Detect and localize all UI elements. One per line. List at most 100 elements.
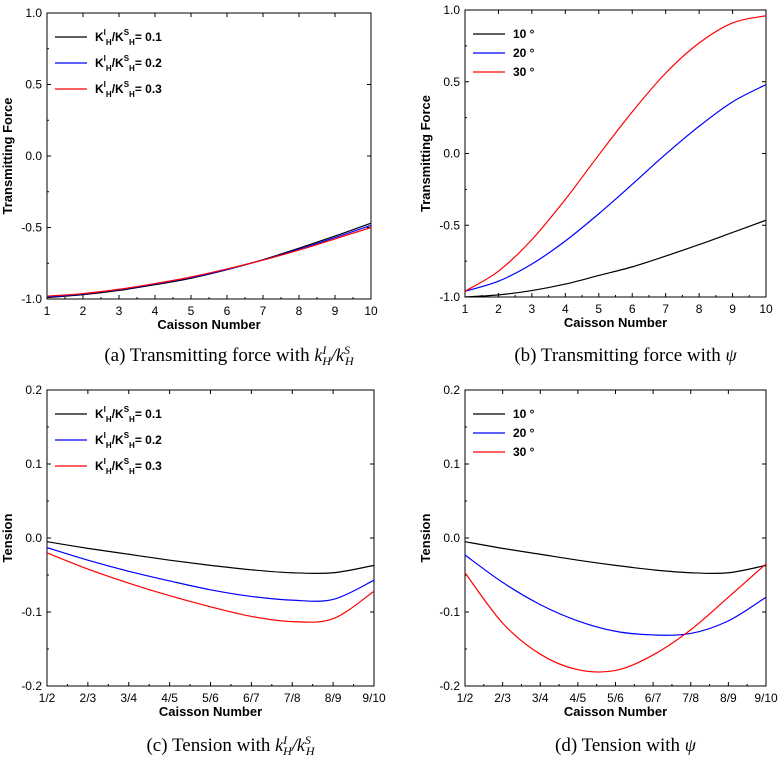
x-tick-label: 1	[44, 304, 51, 318]
y-tick-label: -0.1	[21, 605, 42, 619]
x-tick-label: 9	[332, 304, 339, 318]
x-tick-label: 6/7	[645, 691, 662, 705]
subplot-caption: (a) Transmitting force with kI H/kS H	[104, 343, 355, 368]
caption-math: ψ	[725, 345, 737, 365]
legend-label: KIH/KSH= 0.1	[95, 405, 162, 424]
caption-math: ψ	[685, 735, 697, 755]
caption-math: kI H/kS H	[314, 343, 355, 368]
legend-label: KIH/KSH= 0.2	[95, 431, 162, 450]
x-tick-label: 5	[188, 304, 195, 318]
x-tick-label: 6	[629, 302, 636, 316]
x-tick-label: 3	[116, 304, 123, 318]
y-axis-label: Transmitting Force	[0, 97, 15, 214]
x-tick-label: 8	[296, 304, 303, 318]
chart-panel-c: 1/2 2/3 3/4 4/5 5/6 6/7 7/8 8/9 9/10 -0.2 -0.1 0.0 0…	[0, 383, 386, 758]
y-tick-label: -1.0	[21, 292, 42, 306]
y-tick-label: 0.0	[443, 147, 460, 161]
subplot-caption: (b) Transmitting force with ψ	[514, 345, 737, 366]
series-line-1	[46, 547, 375, 602]
x-axis-label: Caisson Number	[564, 315, 667, 330]
series-line-0	[464, 541, 767, 575]
x-tick-label: 9/10	[754, 691, 778, 705]
plot-frame	[464, 389, 767, 687]
x-tick-label: 4/5	[570, 691, 587, 705]
x-tick-label: 9	[729, 302, 736, 316]
x-tick-label: 7	[260, 304, 267, 318]
x-tick-label: 7/8	[682, 691, 699, 705]
x-tick-label: 5/6	[607, 691, 624, 705]
y-tick-label: -0.5	[439, 218, 460, 232]
y-tick-label: -0.5	[21, 221, 42, 235]
series-line-2	[464, 563, 767, 673]
legend-label: KIH/KSH= 0.3	[95, 80, 162, 99]
series-line-2	[46, 226, 372, 297]
y-axis-label: Transmitting Force	[418, 95, 433, 212]
legend-label: 30 °	[513, 65, 535, 79]
x-tick-label: 8	[696, 302, 703, 316]
legend-label: 30 °	[513, 445, 535, 459]
x-tick-label: 1/2	[457, 691, 474, 705]
series-line-0	[46, 222, 372, 299]
x-tick-label: 3/4	[120, 691, 137, 705]
series-line-0	[464, 219, 767, 298]
y-tick-label: 0.0	[25, 531, 42, 545]
chart-panel-b: 1 2 3 4 5 6 7 8 9 10 -1.0 -0.5 0.0 0.5 1.0 Caisson Numb…	[418, 3, 773, 366]
series-line-0	[46, 541, 375, 575]
y-tick-label: 0.1	[25, 457, 42, 471]
y-tick-label: -0.1	[439, 605, 460, 619]
x-tick-label: 2	[80, 304, 87, 318]
x-tick-label: 8/9	[325, 691, 342, 705]
y-tick-label: 0.0	[25, 149, 42, 163]
subplot-caption: (d) Tension with ψ	[555, 735, 697, 756]
legend-label: 20 °	[513, 426, 535, 440]
x-tick-label: 4	[562, 302, 569, 316]
x-tick-label: 2/3	[80, 691, 97, 705]
chart-panel-d: 1/2 2/3 3/4 4/5 5/6 6/7 7/8 8/9 9/10 -0.2 -0.1 0.0 0…	[418, 383, 778, 756]
y-tick-label: 1.0	[443, 3, 460, 17]
caption-math: kI H/kS H	[275, 733, 316, 758]
legend-label: 10 °	[513, 407, 535, 421]
y-axis-label: Tension	[0, 514, 15, 563]
y-tick-label: 0.5	[443, 75, 460, 89]
x-tick-label: 3	[529, 302, 536, 316]
x-tick-label: 5	[595, 302, 602, 316]
legend-label: KIH/KSH= 0.1	[95, 28, 162, 47]
subplot-caption: (c) Tension with kI H/kS H	[146, 733, 315, 758]
y-tick-label: 1.0	[25, 6, 42, 20]
y-tick-label: -1.0	[439, 290, 460, 304]
plot-frame	[464, 9, 767, 298]
legend: KIH/KSH= 0.1 KIH/KSH= 0.2 KIH/KSH= 0.3	[55, 405, 162, 476]
y-axis-label: Tension	[418, 514, 433, 563]
x-tick-label: 1	[462, 302, 469, 316]
legend-label: KIH/KSH= 0.2	[95, 54, 162, 73]
x-tick-label: 6/7	[243, 691, 260, 705]
x-tick-label: 8/9	[720, 691, 737, 705]
y-tick-label: 0.1	[443, 457, 460, 471]
x-tick-label: 2	[495, 302, 502, 316]
series-line-2	[464, 15, 767, 292]
legend: 10 ° 20 ° 30 °	[473, 407, 535, 459]
y-tick-label: 0.2	[443, 383, 460, 397]
x-tick-label: 9/10	[362, 691, 386, 705]
x-axis-label: Caisson Number	[157, 317, 260, 332]
chart-panel-a: 1 2 3 4 5 6 7 8 9 10 -1.0 -0.5 0.0 0.5 1.0 Caisson Numb…	[0, 6, 378, 368]
legend-label: KIH/KSH= 0.3	[95, 457, 162, 476]
x-tick-label: 4	[152, 304, 159, 318]
legend-label: 20 °	[513, 46, 535, 60]
x-axis-label: Caisson Number	[564, 704, 667, 719]
y-tick-label: 0.5	[25, 78, 42, 92]
legend: KIH/KSH= 0.1 KIH/KSH= 0.2 KIH/KSH= 0.3	[55, 28, 162, 99]
series-line-1	[464, 84, 767, 292]
y-tick-label: -0.2	[21, 679, 42, 693]
x-tick-label: 7/8	[284, 691, 301, 705]
x-tick-label: 7	[662, 302, 669, 316]
y-tick-label: -0.2	[439, 679, 460, 693]
x-tick-label: 6	[224, 304, 231, 318]
y-tick-label: 0.2	[25, 383, 42, 397]
series-line-2	[46, 552, 375, 623]
x-tick-label: 5/6	[202, 691, 219, 705]
x-tick-label: 10	[364, 304, 378, 318]
x-tick-label: 4/5	[161, 691, 178, 705]
x-tick-label: 2/3	[494, 691, 511, 705]
